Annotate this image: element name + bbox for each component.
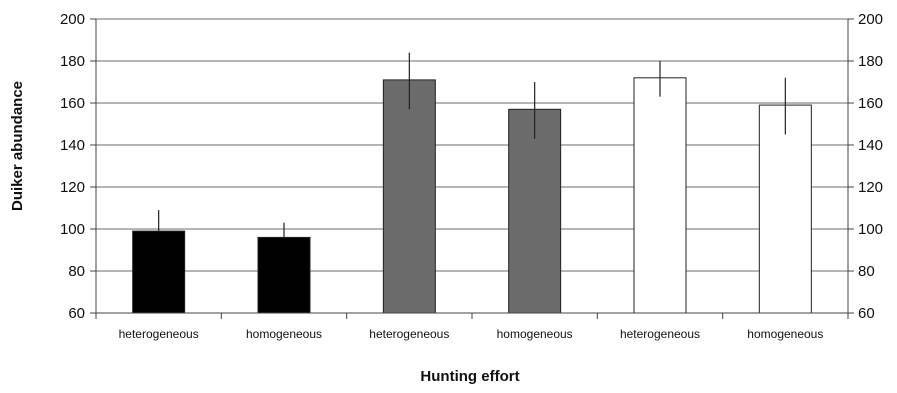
y-tick-label: 200 xyxy=(60,11,85,28)
y2-tick-label: 180 xyxy=(858,53,883,70)
y2-tick-label: 200 xyxy=(858,11,883,28)
y2-tick-label: 140 xyxy=(858,137,883,154)
y2-tick-label: 60 xyxy=(858,305,875,322)
y-tick-label: 160 xyxy=(60,95,85,112)
x-category-label: homogeneous xyxy=(497,327,573,341)
y-tick-label: 120 xyxy=(60,179,85,196)
y-tick-label: 60 xyxy=(68,305,85,322)
bars-group xyxy=(132,77,812,314)
tick-labels-group: 60 60 80 80 100 100 120 120 140 140 160 160 180 180 20… xyxy=(60,11,883,322)
category-labels-group: heterogeneous homogeneous heterogeneous hom… xyxy=(119,327,824,341)
x-category-label: heterogeneous xyxy=(620,327,700,341)
x-category-label: heterogeneous xyxy=(369,327,449,341)
bar xyxy=(132,230,186,314)
axes-group xyxy=(90,18,854,319)
bar xyxy=(382,79,436,314)
y-axis-title: Duiker abundance xyxy=(9,81,26,211)
x-category-label: homogeneous xyxy=(747,327,823,341)
bar xyxy=(758,104,812,314)
bar xyxy=(508,108,562,314)
error-bars-group xyxy=(158,52,786,238)
y-tick-label: 180 xyxy=(60,53,85,70)
x-axis-title: Hunting effort xyxy=(420,368,519,385)
y2-tick-label: 120 xyxy=(858,179,883,196)
bar xyxy=(633,77,687,314)
bar xyxy=(257,236,311,314)
y2-tick-label: 80 xyxy=(858,263,875,280)
x-category-label: heterogeneous xyxy=(119,327,199,341)
y-tick-label: 100 xyxy=(60,221,85,238)
y2-tick-label: 100 xyxy=(858,221,883,238)
y2-tick-label: 160 xyxy=(858,95,883,112)
y-tick-label: 140 xyxy=(60,137,85,154)
y-tick-label: 80 xyxy=(68,263,85,280)
gridlines xyxy=(96,18,848,272)
x-category-label: homogeneous xyxy=(246,327,322,341)
